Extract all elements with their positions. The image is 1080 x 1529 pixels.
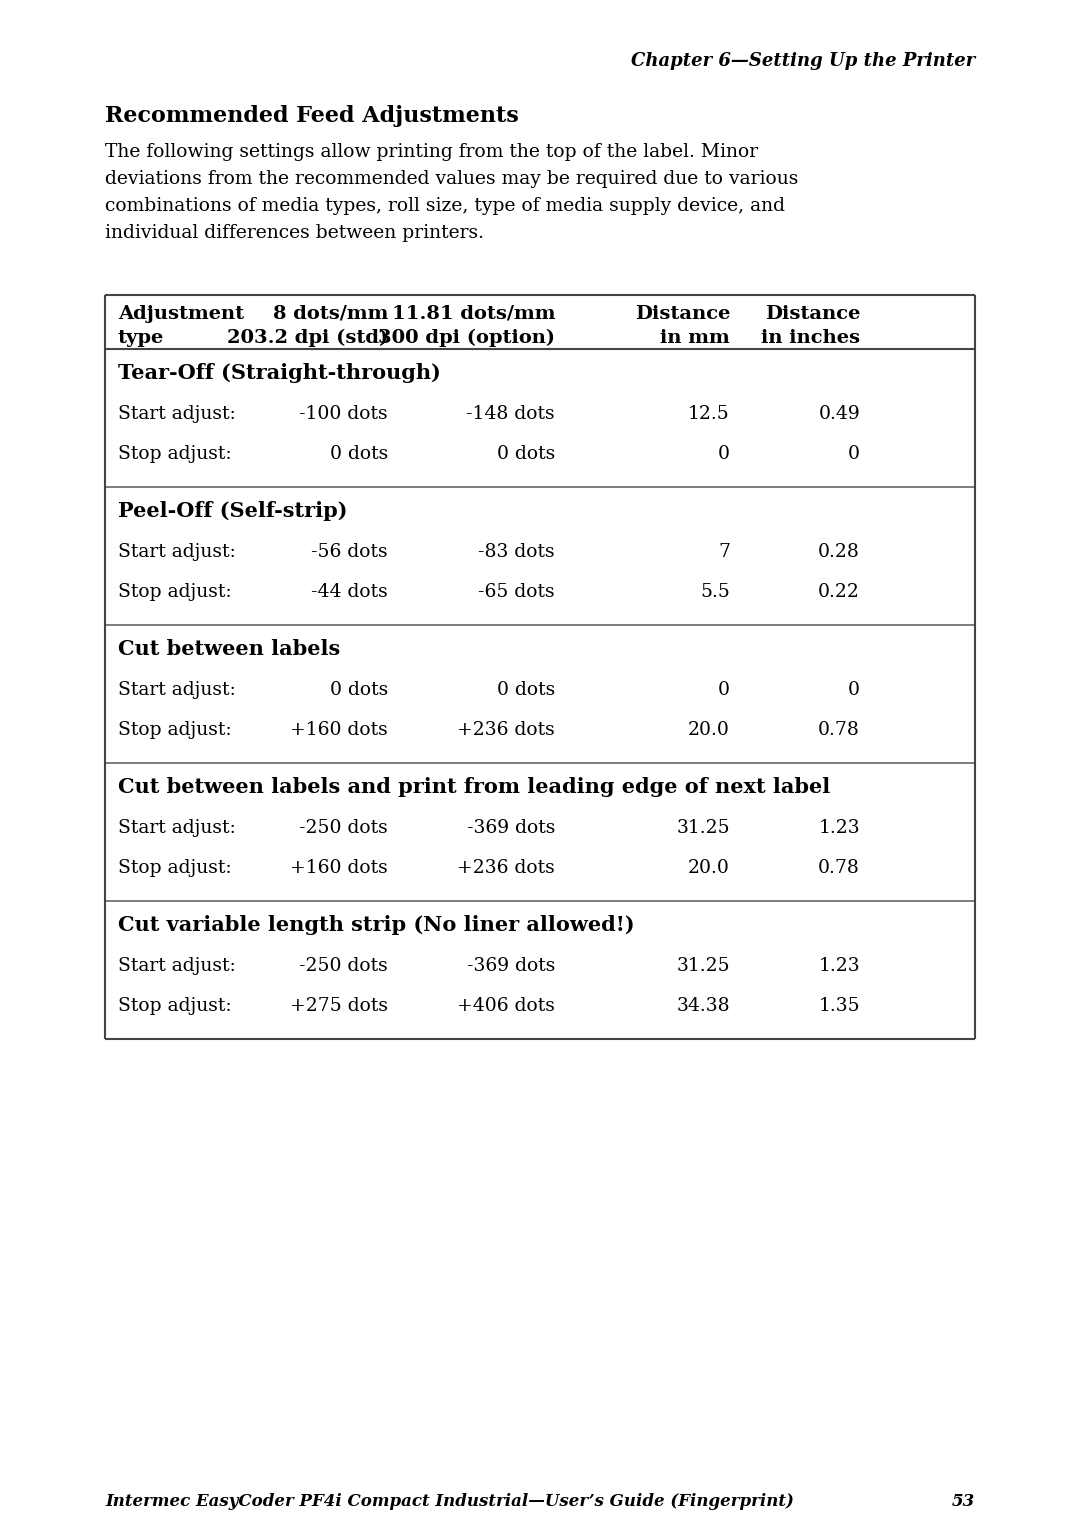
Text: Stop adjust:: Stop adjust: [118, 445, 231, 463]
Text: 203.2 dpi (std): 203.2 dpi (std) [227, 329, 388, 347]
Text: +160 dots: +160 dots [291, 859, 388, 878]
Text: Distance: Distance [635, 304, 730, 323]
Text: 0 dots: 0 dots [497, 445, 555, 463]
Text: The following settings allow printing from the top of the label. Minor: The following settings allow printing fr… [105, 144, 758, 161]
Text: Cut between labels: Cut between labels [118, 639, 340, 659]
Text: 8 dots/mm: 8 dots/mm [272, 304, 388, 323]
Text: -250 dots: -250 dots [299, 957, 388, 976]
Text: 31.25: 31.25 [676, 957, 730, 976]
Text: 1.35: 1.35 [819, 997, 860, 1015]
Text: -56 dots: -56 dots [311, 543, 388, 561]
Text: 34.38: 34.38 [676, 997, 730, 1015]
Text: -369 dots: -369 dots [467, 957, 555, 976]
Text: 0: 0 [848, 445, 860, 463]
Text: Stop adjust:: Stop adjust: [118, 722, 231, 739]
Text: 1.23: 1.23 [819, 820, 860, 836]
Text: -369 dots: -369 dots [467, 820, 555, 836]
Text: Stop adjust:: Stop adjust: [118, 997, 231, 1015]
Text: Chapter 6—Setting Up the Printer: Chapter 6—Setting Up the Printer [631, 52, 975, 70]
Text: Stop adjust:: Stop adjust: [118, 583, 231, 601]
Text: Recommended Feed Adjustments: Recommended Feed Adjustments [105, 106, 518, 127]
Text: 12.5: 12.5 [688, 405, 730, 424]
Text: -83 dots: -83 dots [478, 543, 555, 561]
Text: 20.0: 20.0 [688, 722, 730, 739]
Text: 0: 0 [848, 680, 860, 699]
Text: -250 dots: -250 dots [299, 820, 388, 836]
Text: +406 dots: +406 dots [457, 997, 555, 1015]
Text: 0: 0 [718, 680, 730, 699]
Text: 7: 7 [718, 543, 730, 561]
Text: 0.22: 0.22 [819, 583, 860, 601]
Text: in inches: in inches [761, 329, 860, 347]
Text: +275 dots: +275 dots [291, 997, 388, 1015]
Text: 0 dots: 0 dots [329, 680, 388, 699]
Text: 31.25: 31.25 [676, 820, 730, 836]
Text: 300 dpi (option): 300 dpi (option) [378, 329, 555, 347]
Text: individual differences between printers.: individual differences between printers. [105, 225, 484, 242]
Text: 0.78: 0.78 [819, 722, 860, 739]
Text: 0: 0 [718, 445, 730, 463]
Text: Adjustment: Adjustment [118, 304, 244, 323]
Text: Start adjust:: Start adjust: [118, 820, 235, 836]
Text: 0 dots: 0 dots [329, 445, 388, 463]
Text: +236 dots: +236 dots [457, 722, 555, 739]
Text: Peel-Off (Self-strip): Peel-Off (Self-strip) [118, 502, 348, 521]
Text: Start adjust:: Start adjust: [118, 405, 235, 424]
Text: 20.0: 20.0 [688, 859, 730, 878]
Text: in mm: in mm [660, 329, 730, 347]
Text: -100 dots: -100 dots [299, 405, 388, 424]
Text: +160 dots: +160 dots [291, 722, 388, 739]
Text: 1.23: 1.23 [819, 957, 860, 976]
Text: 53: 53 [951, 1492, 975, 1511]
Text: -148 dots: -148 dots [467, 405, 555, 424]
Text: 5.5: 5.5 [700, 583, 730, 601]
Text: +236 dots: +236 dots [457, 859, 555, 878]
Text: 0.78: 0.78 [819, 859, 860, 878]
Text: 0.49: 0.49 [819, 405, 860, 424]
Text: deviations from the recommended values may be required due to various: deviations from the recommended values m… [105, 170, 798, 188]
Text: type: type [118, 329, 164, 347]
Text: -65 dots: -65 dots [478, 583, 555, 601]
Text: Start adjust:: Start adjust: [118, 957, 235, 976]
Text: -44 dots: -44 dots [311, 583, 388, 601]
Text: Start adjust:: Start adjust: [118, 543, 235, 561]
Text: Cut variable length strip (No liner allowed!): Cut variable length strip (No liner allo… [118, 914, 635, 936]
Text: 0 dots: 0 dots [497, 680, 555, 699]
Text: Start adjust:: Start adjust: [118, 680, 235, 699]
Text: Cut between labels and print from leading edge of next label: Cut between labels and print from leadin… [118, 777, 831, 797]
Text: Intermec EasyCoder PF4i Compact Industrial—User’s Guide (Fingerprint): Intermec EasyCoder PF4i Compact Industri… [105, 1492, 794, 1511]
Text: 0.28: 0.28 [819, 543, 860, 561]
Text: combinations of media types, roll size, type of media supply device, and: combinations of media types, roll size, … [105, 197, 785, 216]
Text: Stop adjust:: Stop adjust: [118, 859, 231, 878]
Text: 11.81 dots/mm: 11.81 dots/mm [391, 304, 555, 323]
Text: Tear-Off (Straight-through): Tear-Off (Straight-through) [118, 362, 441, 382]
Text: Distance: Distance [765, 304, 860, 323]
